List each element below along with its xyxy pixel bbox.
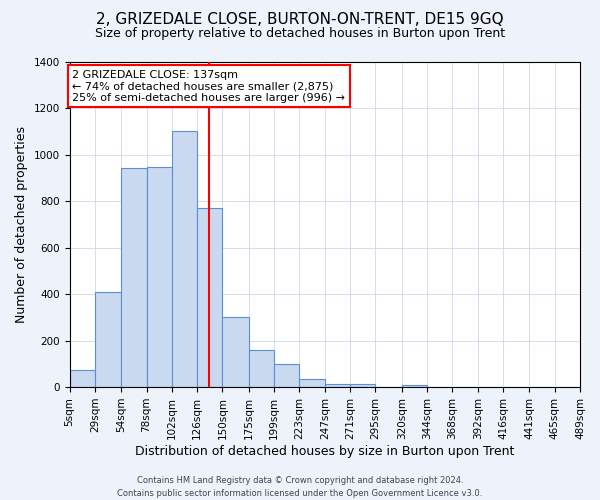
Bar <box>70 370 95 387</box>
Text: 2, GRIZEDALE CLOSE, BURTON-ON-TRENT, DE15 9GQ: 2, GRIZEDALE CLOSE, BURTON-ON-TRENT, DE1… <box>96 12 504 28</box>
Y-axis label: Number of detached properties: Number of detached properties <box>15 126 28 323</box>
X-axis label: Distribution of detached houses by size in Burton upon Trent: Distribution of detached houses by size … <box>135 444 514 458</box>
Bar <box>350 384 376 387</box>
Bar <box>121 168 146 387</box>
Text: Contains HM Land Registry data © Crown copyright and database right 2024.
Contai: Contains HM Land Registry data © Crown c… <box>118 476 482 498</box>
Bar <box>402 385 427 387</box>
Bar <box>249 350 274 387</box>
Bar <box>325 384 350 387</box>
Bar <box>197 208 223 387</box>
Bar <box>274 364 299 387</box>
Bar <box>146 168 172 387</box>
Text: Size of property relative to detached houses in Burton upon Trent: Size of property relative to detached ho… <box>95 28 505 40</box>
Bar <box>172 132 197 387</box>
Text: 2 GRIZEDALE CLOSE: 137sqm
← 74% of detached houses are smaller (2,875)
25% of se: 2 GRIZEDALE CLOSE: 137sqm ← 74% of detac… <box>72 70 345 103</box>
Bar <box>95 292 121 387</box>
Bar <box>299 379 325 387</box>
Bar <box>223 318 249 387</box>
